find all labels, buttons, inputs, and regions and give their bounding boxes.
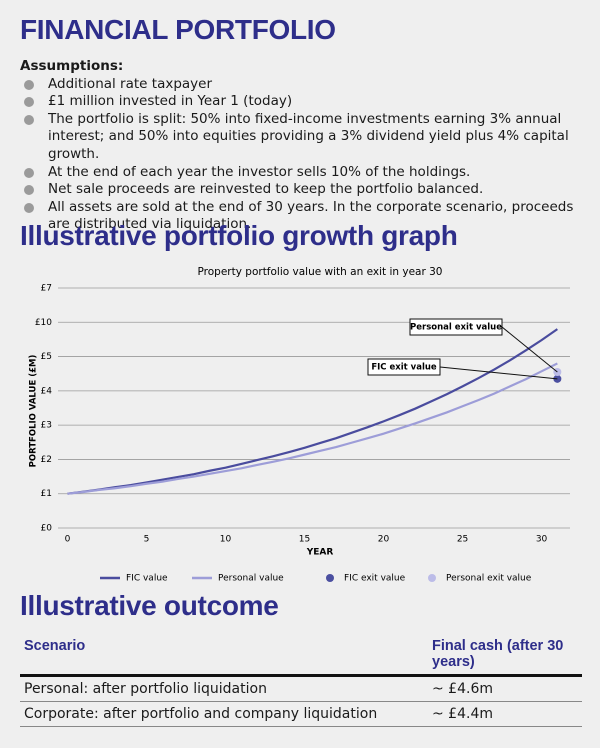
y-axis-label: PORTFOLIO VALUE (£M): [29, 355, 39, 468]
x-tick-label: 30: [536, 535, 548, 545]
y-tick-label: £0: [41, 524, 53, 534]
x-tick-label: 10: [220, 535, 232, 545]
annotation-box: [409, 318, 503, 336]
x-tick-label: 15: [299, 535, 310, 545]
legend-label: FIC exit value: [344, 574, 406, 584]
y-tick-label: £7: [41, 284, 52, 294]
assumptions: Assumptions: Additional rate taxpayer £1 …: [20, 58, 580, 234]
assumption-item: £1 million invested in Year 1 (today): [20, 93, 580, 111]
table-cell: Personal: after portfolio liquidation: [20, 675, 428, 702]
legend-swatch: [326, 574, 334, 582]
table-body: Personal: after portfolio liquidation ~ £…: [20, 675, 582, 727]
annotation: Personal exit value: [410, 323, 502, 333]
table-cell: ~ £4.4m: [428, 701, 582, 727]
assumption-item: The portfolio is split: 50% into fixed-i…: [20, 111, 580, 164]
column-header: Final cash (after 30 years): [428, 636, 582, 677]
annotation-leader: [439, 366, 558, 380]
table-row: Corporate: after portfolio and company l…: [20, 701, 582, 727]
x-tick-label: 5: [144, 535, 150, 545]
x-tick-label: 0: [65, 535, 71, 545]
annotation-leader: [501, 326, 558, 373]
annotation-box: [367, 358, 441, 376]
annotation: FIC exit value: [371, 363, 437, 373]
y-tick-label: £2: [41, 455, 52, 465]
legend-label: Personal exit value: [446, 574, 532, 584]
table-cell: Corporate: after portfolio and company l…: [20, 701, 428, 727]
y-tick-label: £10: [35, 318, 52, 328]
assumption-list: Additional rate taxpayer £1 million inves…: [20, 76, 580, 234]
assumption-item: At the end of each year the investor sel…: [20, 164, 580, 182]
y-tick-label: £5: [41, 352, 52, 362]
y-tick-label: £4: [41, 386, 53, 396]
assumption-item: Additional rate taxpayer: [20, 76, 580, 94]
legend-label: Personal value: [218, 574, 284, 584]
column-header: Scenario: [20, 636, 428, 677]
y-tick-label: £3: [41, 421, 52, 431]
assumptions-title: Assumptions:: [20, 58, 124, 74]
assumption-item: All assets are sold at the end of 30 yea…: [20, 199, 580, 234]
chart: Property portfolio value with an exit in…: [29, 266, 570, 584]
page-title: FINANCIAL PORTFOLIO: [20, 14, 336, 45]
chart-title: Property portfolio value with an exit in…: [198, 266, 443, 278]
legend-label: FIC value: [126, 574, 168, 584]
series-line: [67, 328, 558, 495]
x-tick-label: 25: [457, 535, 468, 545]
y-tick-label: £1: [41, 489, 52, 499]
x-tick-label: 20: [378, 535, 390, 545]
outcome-heading: Illustrative outcome: [20, 590, 279, 621]
table-cell: ~ £4.6m: [428, 675, 582, 702]
assumption-item: Net sale proceeds are reinvested to keep…: [20, 181, 580, 199]
x-axis-label: YEAR: [306, 548, 334, 558]
series-line: [67, 362, 558, 495]
exit-point: [553, 374, 562, 383]
table-header: Scenario Final cash (after 30 years): [20, 636, 582, 677]
outcome-table: Scenario Final cash (after 30 years) Pers…: [20, 636, 582, 727]
table-row: Personal: after portfolio liquidation ~ £…: [20, 675, 582, 702]
legend-swatch: [428, 574, 436, 582]
graph-heading: Illustrative portfolio growth graph: [20, 220, 458, 251]
